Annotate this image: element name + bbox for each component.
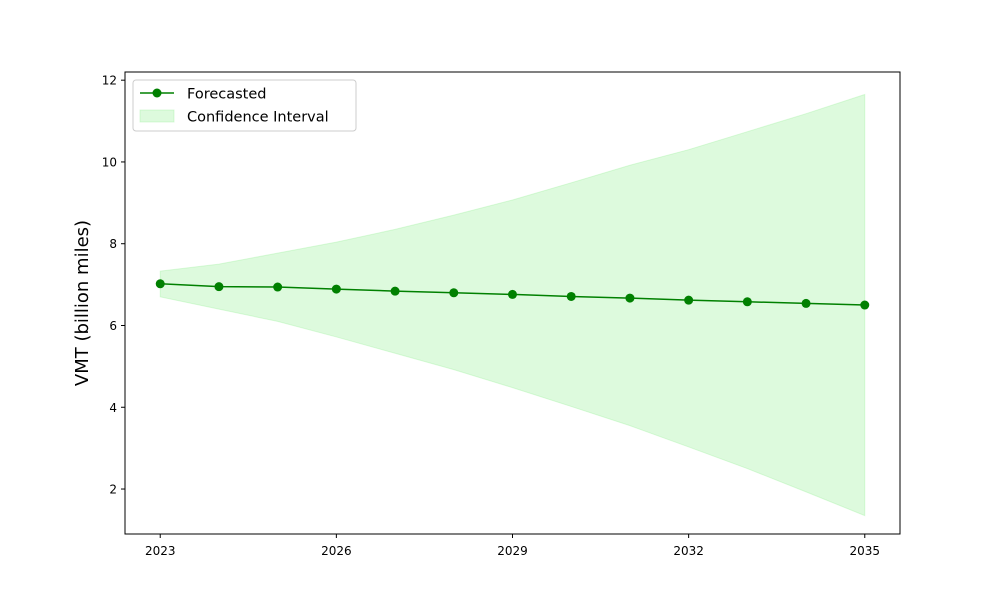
legend-box — [132, 79, 357, 132]
forecast-point — [508, 289, 517, 299]
x-tick-label: 2032 — [673, 544, 704, 558]
y-axis-ticks: 2 4 6 8 10 12 — [102, 74, 125, 497]
y-tick-label: 2 — [109, 483, 117, 497]
forecast-point — [273, 282, 283, 292]
y-axis-label: VMT (billion miles) — [72, 220, 93, 386]
confidence-band-layer — [159, 93, 866, 517]
forecast-point — [214, 282, 224, 292]
legend-confidence-interval-swatch — [139, 109, 175, 123]
legend-label-confidence-interval: Confidence Interval — [187, 110, 329, 126]
forecast-point — [742, 297, 752, 307]
x-tick-label: 2035 — [849, 544, 880, 558]
forecast-point — [684, 295, 694, 305]
forecast-point — [390, 286, 400, 296]
y-tick-label: 4 — [109, 401, 117, 415]
forecast-point — [566, 291, 576, 301]
forecast-point — [801, 298, 811, 308]
legend: Forecasted Confidence Interval — [132, 79, 357, 132]
forecast-line-layer — [155, 279, 870, 310]
y-tick-label: 6 — [109, 319, 117, 333]
forecast-point — [625, 293, 635, 303]
y-tick-label: 12 — [102, 74, 117, 88]
legend-forecast-marker-swatch — [152, 88, 162, 98]
y-tick-label: 10 — [102, 155, 117, 169]
x-tick-label: 2026 — [321, 544, 352, 558]
forecast-point — [860, 300, 870, 310]
forecast-point — [155, 279, 165, 289]
legend-label-forecasted: Forecasted — [187, 87, 266, 103]
confidence-interval-band — [159, 93, 866, 517]
x-tick-label: 2023 — [145, 544, 176, 558]
x-tick-label: 2029 — [497, 544, 528, 558]
y-tick-label: 8 — [109, 237, 117, 251]
forecast-point — [449, 288, 459, 298]
forecast-point — [331, 284, 341, 294]
x-axis-ticks: 2023 2026 2029 2032 2035 — [145, 534, 880, 558]
